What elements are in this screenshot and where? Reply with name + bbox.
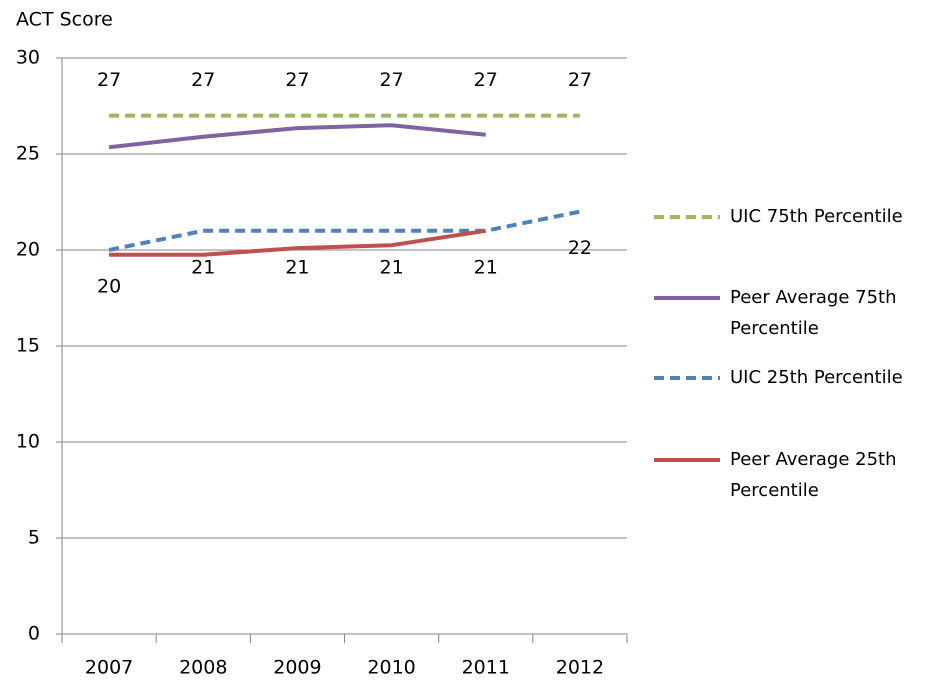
data-label: 27	[191, 69, 215, 91]
series-line	[109, 228, 487, 257]
data-label: 27	[379, 69, 403, 91]
data-label: 27	[474, 69, 498, 91]
data-label: 21	[474, 256, 498, 278]
legend-swatch	[654, 458, 720, 462]
legend-label: UIC 25th Percentile	[730, 367, 903, 388]
legend-label: Peer Average 75th Percentile	[730, 287, 897, 339]
series-line	[108, 123, 486, 150]
x-tick-label: 2009	[273, 657, 321, 679]
y-tick-label: 25	[16, 143, 40, 165]
data-label: 27	[97, 69, 121, 91]
data-label: 21	[191, 256, 215, 278]
data-label: 27	[285, 69, 309, 91]
data-label: 22	[568, 237, 592, 259]
x-tick-label: 2007	[85, 657, 133, 679]
legend-label: UIC 75th Percentile	[730, 206, 903, 227]
data-label: 21	[379, 256, 403, 278]
y-axis-label: ACT Score	[16, 9, 113, 31]
legend-swatch	[654, 376, 720, 380]
y-tick-label: 10	[16, 431, 40, 453]
x-tick-label: 2010	[367, 657, 415, 679]
legend-item: Peer Average 75th Percentile	[652, 282, 936, 344]
x-tick-label: 2008	[179, 657, 227, 679]
legend-label: Peer Average 25th Percentile	[730, 449, 897, 501]
legend-swatch	[654, 215, 720, 219]
data-label: 27	[568, 69, 592, 91]
legend-item: UIC 75th Percentile	[652, 201, 936, 232]
y-tick-label: 15	[16, 335, 40, 357]
x-tick-label: 2012	[556, 657, 604, 679]
data-label: 21	[285, 256, 309, 278]
legend-item: Peer Average 25th Percentile	[652, 444, 936, 506]
data-label: 20	[97, 276, 121, 298]
x-tick-label: 2011	[462, 657, 510, 679]
y-tick-label: 30	[16, 47, 40, 69]
series-line	[108, 209, 581, 252]
y-tick-label: 0	[28, 623, 40, 645]
legend-swatch	[654, 296, 720, 300]
y-tick-label: 20	[16, 239, 40, 261]
y-tick-label: 5	[28, 527, 40, 549]
legend-item: UIC 25th Percentile	[652, 362, 936, 393]
